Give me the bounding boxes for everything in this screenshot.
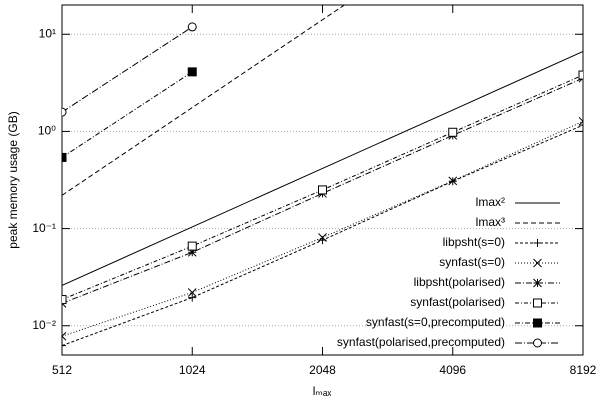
legend-label: synfast(polarised) <box>410 295 505 309</box>
legend-label: lmax³ <box>476 215 505 229</box>
point <box>318 233 327 242</box>
point <box>579 121 583 130</box>
series-line <box>62 71 193 158</box>
point <box>533 318 542 328</box>
point <box>187 247 197 257</box>
series-line <box>62 5 346 196</box>
point <box>533 258 542 268</box>
point <box>62 107 67 117</box>
y-tick-label: 10¹ <box>39 26 56 40</box>
x-tick-label: 512 <box>52 363 72 377</box>
point <box>187 241 197 251</box>
point <box>187 288 197 297</box>
series-line <box>62 77 583 304</box>
legend-label: libpsht(polarised) <box>414 275 505 289</box>
x-tick-label: 4096 <box>439 363 466 377</box>
point <box>448 176 458 186</box>
point <box>448 127 458 137</box>
point <box>533 278 542 288</box>
x-axis-label: lₘₐₓ <box>313 384 332 398</box>
plot-area <box>62 5 583 350</box>
point <box>187 22 197 32</box>
point <box>62 295 67 305</box>
point <box>62 341 66 350</box>
point <box>533 239 542 247</box>
point <box>62 152 67 162</box>
series-line <box>62 120 583 337</box>
x-tick-label: 2048 <box>309 363 336 377</box>
y-tick-label: 10⁻¹ <box>32 221 56 235</box>
series-line <box>62 50 583 286</box>
point <box>578 116 583 126</box>
point <box>318 185 327 195</box>
legend-label: libpsht(s=0) <box>443 235 505 249</box>
x-tick-label: 1024 <box>179 363 206 377</box>
point <box>533 298 542 308</box>
y-tick-label: 10⁻² <box>32 318 56 332</box>
series-line <box>62 26 193 113</box>
legend-label: synfast(polarised,precomputed) <box>337 335 505 349</box>
x-tick-label: 8192 <box>570 363 597 377</box>
point <box>533 338 542 348</box>
point <box>578 70 583 80</box>
y-axis-label: peak memory usage (GB) <box>6 111 20 248</box>
point <box>187 67 197 77</box>
legend-label: synfast(s=0,precomputed) <box>366 315 505 329</box>
y-tick-label: 10⁰ <box>38 124 56 138</box>
point <box>62 331 67 341</box>
legend-label: synfast(s=0) <box>439 255 505 269</box>
point <box>188 293 197 302</box>
legend-label: lmax² <box>476 195 505 209</box>
